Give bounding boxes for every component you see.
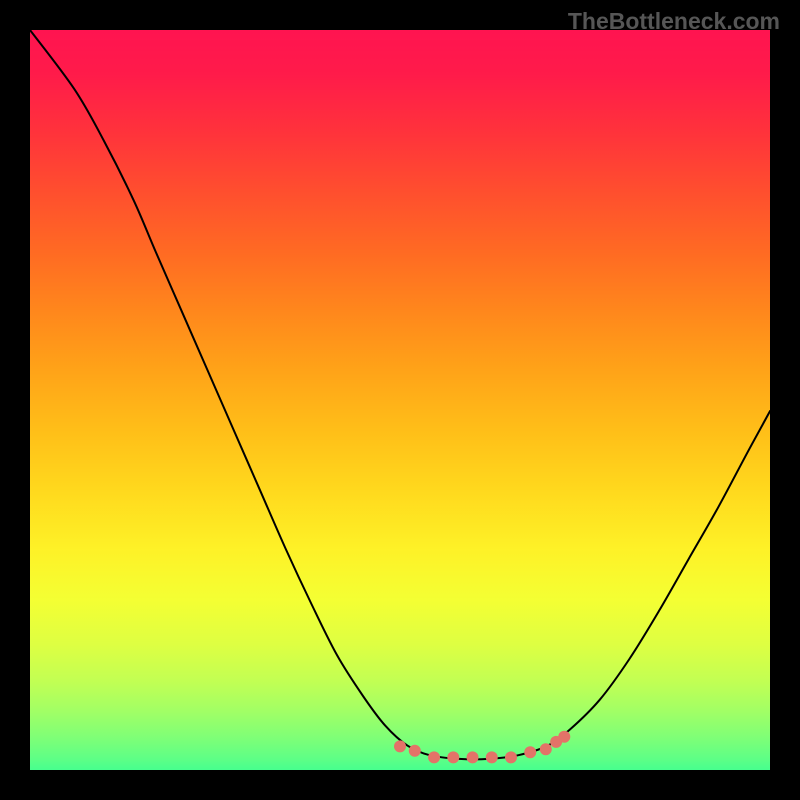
plot-area <box>30 30 770 770</box>
watermark: TheBottleneck.com <box>568 8 780 35</box>
